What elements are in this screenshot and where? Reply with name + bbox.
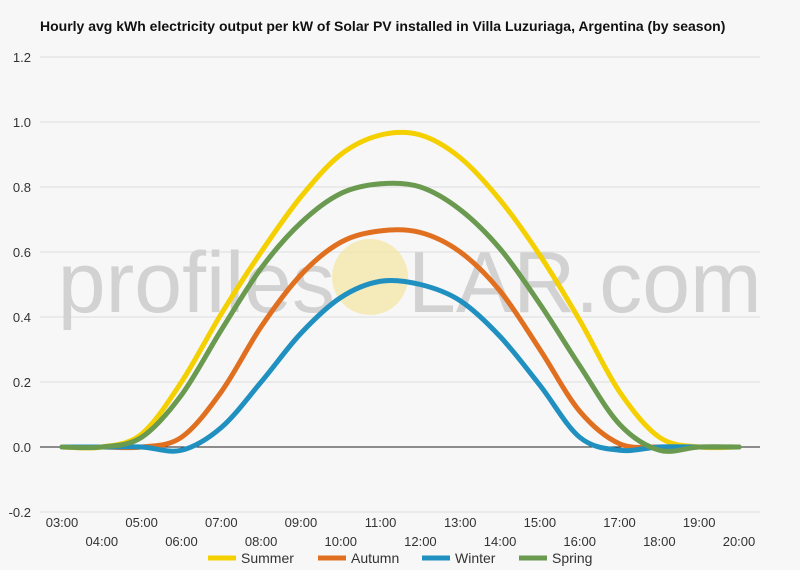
x-tick-label: 11:00 <box>365 515 397 530</box>
y-tick-label: 1.0 <box>13 115 31 130</box>
legend-label: Spring <box>552 550 592 566</box>
watermark-sun-icon <box>332 239 408 315</box>
x-tick-label: 10:00 <box>324 534 357 549</box>
chart-title: Hourly avg kWh electricity output per kW… <box>40 18 726 34</box>
x-tick-label: 20:00 <box>723 534 756 549</box>
x-tick-label: 18:00 <box>643 534 676 549</box>
x-tick-label: 05:00 <box>125 515 158 530</box>
series-line-spring <box>59 180 742 454</box>
watermark-text-right: LAR.com <box>408 235 762 331</box>
x-tick-label: 07:00 <box>205 515 238 530</box>
y-tick-label: 0.8 <box>13 180 31 195</box>
legend-label: Autumn <box>351 550 399 566</box>
x-tick-label: 06:00 <box>165 534 198 549</box>
watermark-text-left: profiles <box>58 235 335 331</box>
series-line-winter <box>59 277 742 454</box>
x-tick-label: 14:00 <box>484 534 517 549</box>
x-tick-label: 16:00 <box>563 534 596 549</box>
legend-item-winter: Winter <box>422 550 496 566</box>
y-tick-label: 0.4 <box>13 310 31 325</box>
watermark: profiles LAR.com <box>58 235 762 331</box>
legend-label: Summer <box>241 550 294 566</box>
legend: Summer Autumn Winter Spring <box>208 550 592 566</box>
y-tick-label: 0.6 <box>13 245 31 260</box>
x-tick-label: 03:00 <box>46 515 79 530</box>
y-axis: -0.2 0.0 0.2 0.4 0.6 0.8 1.0 1.2 <box>9 50 31 520</box>
y-tick-label: 0.0 <box>13 440 31 455</box>
legend-item-autumn: Autumn <box>318 550 399 566</box>
x-tick-label: 13:00 <box>444 515 477 530</box>
y-tick-label: -0.2 <box>9 505 31 520</box>
y-tick-label: 0.2 <box>13 375 31 390</box>
x-tick-label: 19:00 <box>683 515 716 530</box>
legend-label: Winter <box>455 550 496 566</box>
y-tick-label: 1.2 <box>13 50 31 65</box>
x-tick-label: 08:00 <box>245 534 278 549</box>
gridlines <box>40 56 760 513</box>
x-tick-label: 15:00 <box>524 515 557 530</box>
series-lines <box>59 129 742 454</box>
x-axis: 03:00 04:00 05:00 06:00 07:00 08:00 09:00 10:00… <box>46 515 756 549</box>
x-tick-label: 12:00 <box>404 534 437 549</box>
series-line-summer <box>59 129 742 451</box>
series-line-autumn <box>59 227 742 451</box>
x-tick-label: 04:00 <box>86 534 119 549</box>
x-tick-label: 17:00 <box>603 515 636 530</box>
x-tick-label: 09:00 <box>285 515 318 530</box>
legend-item-summer: Summer <box>208 550 294 566</box>
legend-item-spring: Spring <box>519 550 592 566</box>
